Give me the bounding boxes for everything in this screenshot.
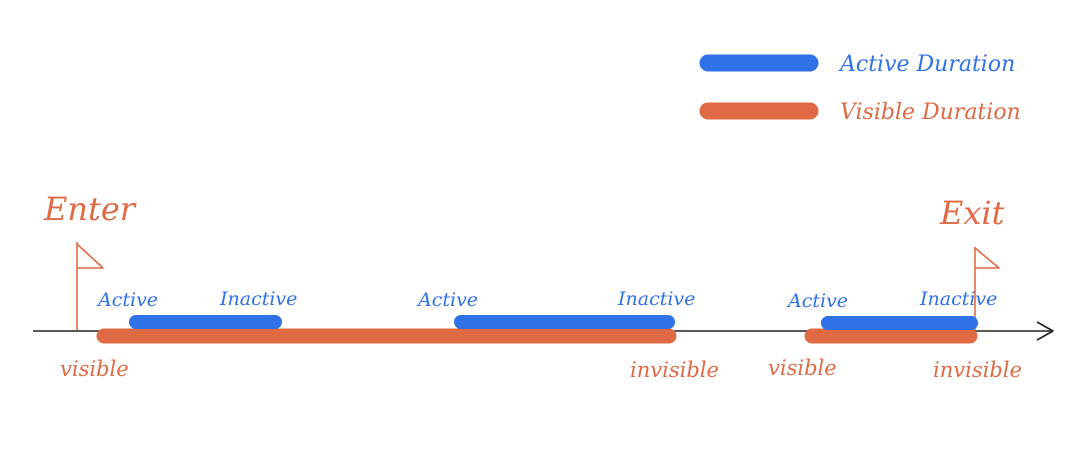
axis-arrow-icon [1036,321,1054,341]
active-label: Active [416,289,478,311]
active-bars [129,315,978,330]
exit-label: Exit [939,194,1005,232]
visible-label: visible [60,357,129,381]
active-label: Active [786,290,848,312]
exit-flag-icon [974,247,1000,269]
exit-marker: Exit [939,194,1005,330]
enter-flag-icon [76,243,104,269]
visible-label: visible [768,356,837,380]
legend-visible-label: Visible Duration [840,100,1021,125]
invisible-label: invisible [933,358,1022,382]
inactive-label: Inactive [617,288,695,310]
enter-marker: Enter [43,190,137,330]
segment-2-labels: Active Inactive invisible [416,288,719,382]
inactive-label: Inactive [219,288,297,310]
segment-3-labels: Active Inactive visible invisible [768,288,1022,382]
legend: Active Duration Visible Duration [699,52,1021,125]
inactive-label: Inactive [919,288,997,310]
active-label: Active [96,289,158,311]
enter-label: Enter [43,190,137,228]
legend-active-label: Active Duration [838,52,1015,77]
segment-1-labels: Active Inactive visible [60,288,297,381]
invisible-label: invisible [630,358,719,382]
